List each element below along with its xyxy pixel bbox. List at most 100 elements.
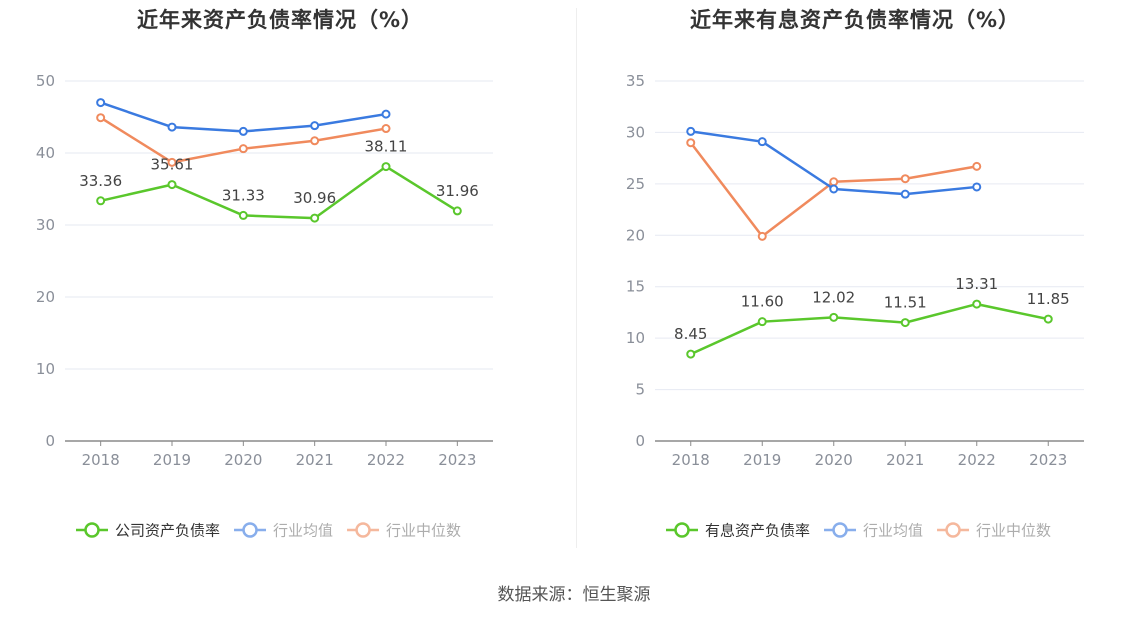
data-point — [972, 299, 982, 309]
data-label: 30.96 — [293, 189, 336, 207]
x-tick-label: 2021 — [296, 451, 334, 469]
x-tick-label: 2022 — [367, 451, 405, 469]
data-label: 35.61 — [151, 156, 194, 174]
legend-label: 有息资产负债率 — [705, 522, 810, 540]
data-point — [829, 312, 839, 322]
series-line — [100, 116, 387, 164]
data-point — [381, 109, 391, 119]
x-tick-label: 2019 — [743, 451, 781, 469]
y-tick-label: 20 — [626, 226, 645, 244]
legend-item: 行业中位数 — [347, 522, 461, 540]
data-point — [972, 161, 982, 171]
x-tick-label: 2023 — [438, 451, 476, 469]
data-point — [167, 122, 177, 132]
legend-label: 公司资产负债率 — [115, 522, 220, 540]
chart-title-left: 近年来资产负债率情况（%） — [136, 8, 424, 32]
data-point — [310, 213, 320, 223]
series-公司资产负债率: 33.36 35.61 31.33 30.96 38.11 31.96 — [79, 138, 479, 223]
legend: 公司资产负债率 行业均值 行业中位数 — [76, 522, 461, 540]
series-行业中位数 — [686, 138, 982, 241]
data-label: 11.85 — [1027, 290, 1070, 308]
y-tick-label: 0 — [45, 432, 55, 450]
data-label: 12.02 — [812, 288, 855, 306]
y-tick-label: 5 — [635, 381, 645, 399]
data-point — [900, 189, 910, 199]
chart-title-right: 近年来有息资产负债率情况（%） — [689, 8, 1021, 32]
legend-label: 行业中位数 — [976, 522, 1051, 540]
data-point — [167, 157, 177, 167]
legend-item: 行业均值 — [824, 522, 923, 540]
data-point — [96, 196, 106, 206]
legend-marker — [84, 522, 100, 538]
data-label: 11.51 — [884, 294, 927, 312]
legend-item: 行业均值 — [234, 522, 333, 540]
x-tick-label: 2022 — [958, 451, 996, 469]
legend-marker — [355, 522, 371, 538]
series-行业均值 — [96, 98, 391, 136]
x-tick-label: 2019 — [153, 451, 191, 469]
y-tick-label: 15 — [626, 278, 645, 296]
data-point — [310, 136, 320, 146]
legend-label: 行业均值 — [863, 522, 923, 540]
legend-item: 有息资产负债率 — [666, 522, 810, 540]
x-tick-label: 2021 — [886, 451, 924, 469]
series-有息资产负债率: 8.45 11.60 12.02 11.51 13.31 11.85 — [674, 275, 1070, 359]
x-tick-label: 2020 — [815, 451, 853, 469]
data-label: 31.33 — [222, 186, 265, 204]
data-point — [972, 182, 982, 192]
data-label: 38.11 — [365, 138, 408, 156]
panel-divider — [576, 8, 577, 548]
legend-marker — [945, 522, 961, 538]
data-point — [829, 184, 839, 194]
data-point — [757, 137, 767, 147]
series-line — [690, 302, 1049, 356]
chart-left: 0 10 20 30 40 50 2018 2019 2020 2021 2022 2023 33.36… — [36, 72, 493, 540]
data-point — [900, 318, 910, 328]
data-point — [238, 210, 248, 220]
data-point — [686, 126, 696, 136]
data-label: 8.45 — [674, 325, 707, 343]
data-point — [381, 162, 391, 172]
data-point — [96, 98, 106, 108]
data-point — [757, 317, 767, 327]
data-point — [238, 126, 248, 136]
data-source: 数据来源：恒生聚源 — [497, 585, 651, 605]
y-tick-label: 25 — [626, 175, 645, 193]
x-tick-label: 2018 — [82, 451, 120, 469]
legend-marker — [674, 522, 690, 538]
data-label: 11.60 — [741, 293, 784, 311]
legend: 有息资产负债率 行业均值 行业中位数 — [666, 522, 1051, 540]
data-point — [452, 206, 462, 216]
y-tick-label: 20 — [36, 288, 55, 306]
y-tick-label: 0 — [635, 432, 645, 450]
y-tick-label: 30 — [626, 123, 645, 141]
y-tick-label: 40 — [36, 144, 55, 162]
legend-item: 行业中位数 — [937, 522, 1051, 540]
data-point — [310, 121, 320, 131]
x-tick-label: 2020 — [224, 451, 262, 469]
series-行业均值 — [686, 126, 982, 199]
data-label: 33.36 — [79, 172, 122, 190]
data-point — [381, 124, 391, 134]
legend-label: 行业均值 — [273, 522, 333, 540]
data-point — [900, 174, 910, 184]
y-tick-label: 30 — [36, 216, 55, 234]
data-label: 13.31 — [955, 275, 998, 293]
y-tick-label: 10 — [626, 329, 645, 347]
x-tick-label: 2018 — [672, 451, 710, 469]
x-tick-label: 2023 — [1029, 451, 1067, 469]
data-point — [238, 144, 248, 154]
y-tick-label: 10 — [36, 360, 55, 378]
legend-label: 行业中位数 — [386, 522, 461, 540]
data-point — [96, 113, 106, 123]
series-行业中位数 — [96, 113, 391, 167]
data-point — [829, 177, 839, 187]
chart-right: 0 5 10 15 20 25 30 35 2018 2019 2020 2021 2022 2023 8.… — [626, 72, 1084, 540]
data-point — [1043, 314, 1053, 324]
y-tick-label: 35 — [626, 72, 645, 90]
data-point — [167, 180, 177, 190]
series-line — [100, 165, 458, 220]
data-point — [686, 349, 696, 359]
legend-item: 公司资产负债率 — [76, 522, 220, 540]
